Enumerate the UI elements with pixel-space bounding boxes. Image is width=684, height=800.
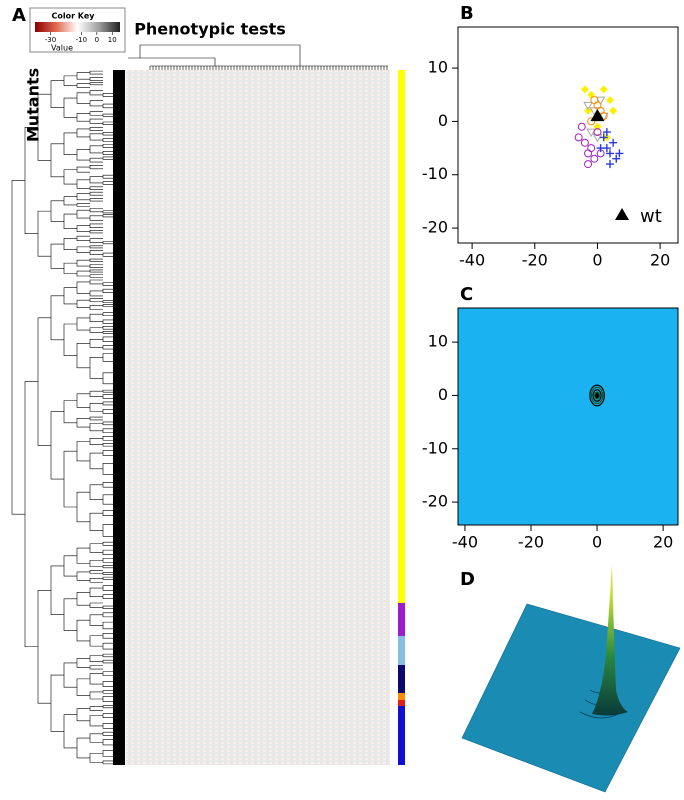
point	[580, 138, 589, 147]
color-key-title: Color Key	[51, 12, 95, 21]
color-key-tick-label: -10	[76, 36, 87, 44]
point	[605, 96, 614, 105]
point	[609, 106, 618, 115]
point	[580, 85, 589, 94]
y-tick-label: -10	[422, 164, 448, 183]
point	[605, 160, 614, 169]
plot-frame	[457, 26, 679, 244]
point	[602, 128, 611, 137]
row-group	[398, 636, 405, 665]
x-tick-label: 0	[592, 533, 602, 552]
row-group	[398, 700, 405, 706]
heatmap-ylabel: Mutants	[24, 68, 43, 142]
point	[596, 144, 605, 153]
legend-label: wt	[640, 206, 662, 227]
surface-spike	[592, 565, 628, 716]
row-group	[398, 70, 405, 603]
row-leaves	[113, 70, 125, 765]
point	[586, 128, 597, 138]
contour-line	[590, 386, 604, 405]
point	[612, 154, 621, 163]
y-tick-label: -10	[422, 438, 448, 457]
contour-line	[594, 391, 601, 400]
y-tick-label: -20	[422, 492, 448, 511]
y-tick-label: 10	[428, 58, 448, 77]
point	[584, 106, 593, 115]
y-tick-label: 10	[428, 332, 448, 351]
x-tick-label: 20	[653, 533, 673, 552]
point	[599, 85, 608, 94]
x-tick-label: -20	[522, 251, 548, 270]
panel-label: D	[460, 569, 475, 590]
surface-plane	[461, 603, 681, 793]
point	[595, 96, 606, 106]
point	[577, 122, 586, 131]
x-tick-label: -40	[452, 533, 478, 552]
panel-label: C	[460, 284, 473, 305]
legend-marker	[615, 208, 629, 220]
panel-label: A	[12, 5, 26, 26]
row-dendrogram	[11, 70, 113, 765]
point	[590, 154, 599, 163]
x-tick-label: -20	[518, 533, 544, 552]
panel-label: B	[460, 3, 474, 24]
point	[574, 133, 583, 142]
row-group	[398, 706, 405, 765]
color-key-tick-label: 0	[95, 36, 99, 44]
point	[605, 149, 614, 158]
point	[592, 133, 603, 143]
point	[583, 101, 593, 111]
point	[593, 128, 602, 137]
point	[584, 160, 593, 169]
y-tick-label: 0	[438, 385, 448, 404]
y-tick-label: 0	[438, 111, 448, 130]
point	[590, 109, 605, 122]
x-tick-label: 0	[592, 251, 602, 270]
heatmap-title: Phenotypic tests	[134, 20, 286, 39]
color-key-tick-label: 10	[108, 36, 117, 44]
point	[587, 117, 596, 126]
heatmap-body	[126, 70, 390, 765]
point	[599, 133, 608, 142]
row-group	[398, 693, 405, 700]
point	[593, 122, 602, 131]
color-key-tick-label: -30	[45, 36, 56, 44]
x-tick-label: -40	[459, 251, 485, 270]
point	[587, 144, 596, 153]
row-group	[398, 665, 405, 693]
figure-content: A Color Key -30 -10 0 10 Value Phenotypic tests…	[11, 3, 681, 793]
contour-line	[592, 389, 602, 402]
x-tick-label: 20	[650, 251, 670, 270]
contour-line	[589, 384, 605, 407]
color-key-bar	[35, 22, 120, 32]
column-dendrogram	[128, 44, 388, 70]
point	[609, 138, 618, 147]
color-key-label: Value	[51, 44, 73, 53]
point	[615, 149, 624, 158]
y-tick-label: -20	[422, 218, 448, 237]
plot-area	[457, 307, 679, 526]
row-group	[398, 603, 405, 636]
